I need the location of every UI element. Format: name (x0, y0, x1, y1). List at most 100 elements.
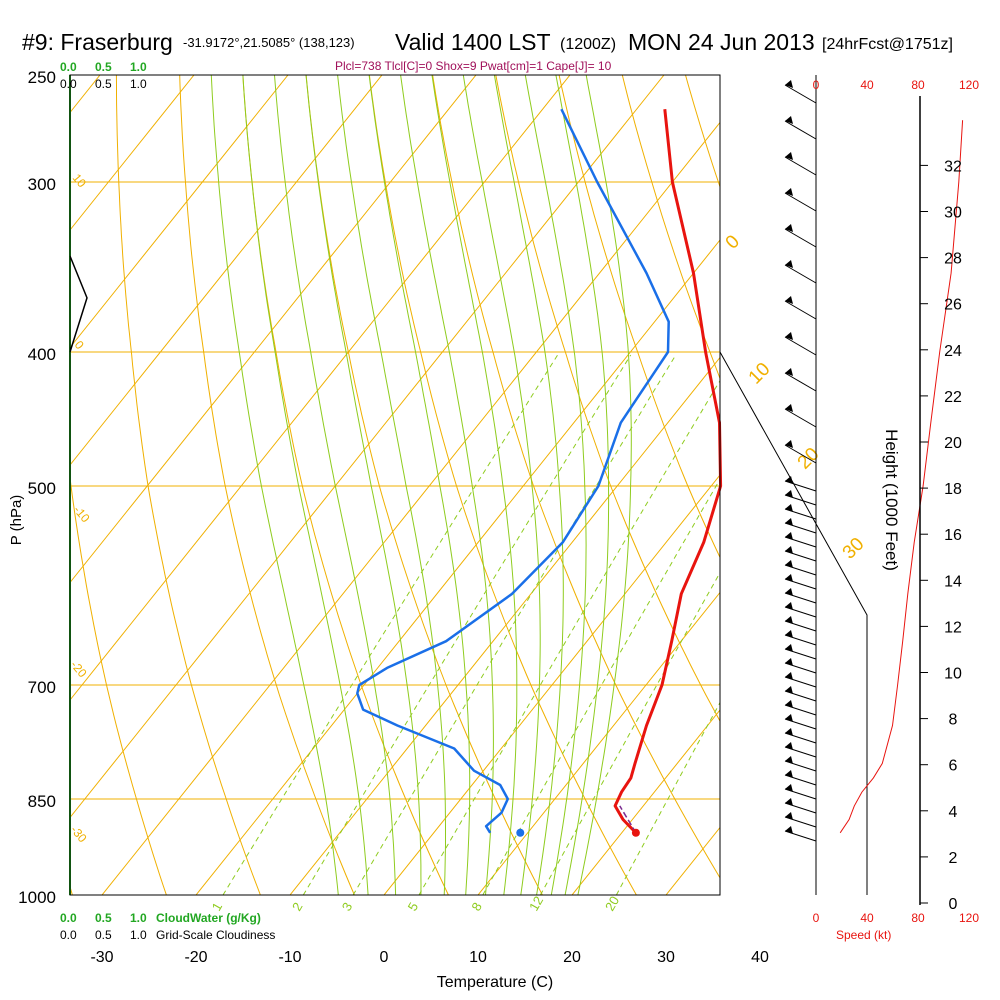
isotherm--90 (70, 75, 195, 231)
wind-barb-flag (785, 812, 793, 820)
height-tick-label: 8 (949, 712, 958, 729)
wind-barb-flag (785, 532, 793, 540)
cloudiness-profile (69, 255, 88, 353)
wind-barb-flag (785, 440, 793, 448)
plot-area (70, 75, 1000, 895)
speed-scale-top-2: 80 (911, 78, 925, 92)
wind-barb-flag (785, 116, 793, 124)
wind-barb (784, 444, 817, 464)
speed-scale-3: 120 (959, 911, 979, 925)
speed-scale-2: 80 (911, 911, 925, 925)
cloudwater-legend-top: 0.0 0.5 1.0 0.0 0.5 1.0 (60, 60, 147, 91)
height-tick-label: 0 (949, 896, 958, 913)
temperature-tick-label: 30 (657, 949, 675, 966)
dry-adiabat (749, 75, 1000, 895)
dry-adiabat (621, 75, 720, 380)
wind-speed-profile (839, 120, 964, 834)
dry-adiabat (432, 75, 720, 879)
wind-barb-flag (785, 770, 793, 778)
isotherm--20 (195, 239, 720, 895)
mixing-ratio-label: 8 (468, 900, 485, 914)
wind-barb (784, 336, 817, 356)
wind-barb (784, 120, 817, 140)
mixing-ratio-label: 2 (289, 900, 306, 914)
wind-barb-flag (785, 644, 793, 652)
height-tick-label: 6 (949, 758, 958, 775)
wind-barb-flag (785, 686, 793, 694)
wind-barb-flag (785, 296, 793, 304)
y2-axis-title: Height (1000 Feet) (882, 429, 901, 571)
pressure-tick-label: 1000 (18, 888, 56, 907)
mixing-ratio-line (482, 478, 720, 895)
height-tick-label: 18 (944, 481, 962, 498)
speed-scale-0: 0 (813, 911, 820, 925)
isotherm-10 (477, 591, 720, 895)
dry-adiabat (812, 75, 1000, 895)
cloudwater-scale-0: 0.0 (60, 911, 77, 925)
dry-adiabat-label: 0 (722, 231, 744, 253)
wind-barb-flag (785, 728, 793, 736)
y-axis-title: P (hPa) (8, 495, 25, 546)
moist-adiabat (555, 75, 610, 895)
isotherm--80 (70, 75, 289, 349)
wind-barb-flag (785, 332, 793, 340)
isotherm-20 (571, 709, 720, 895)
height-tick-label: 26 (944, 297, 962, 314)
height-tick-label: 4 (949, 804, 958, 821)
wind-barb-flag (785, 574, 793, 582)
right-boundary (719, 351, 868, 895)
moist-adiabat (577, 75, 632, 895)
height-tick-label: 22 (944, 389, 962, 406)
cloudiness-label: Grid-Scale Cloudiness (156, 928, 275, 942)
height-tick-label: 14 (944, 573, 962, 590)
dry-adiabat (242, 75, 449, 895)
dry-adiabat-label: 30 (839, 534, 869, 564)
moist-adiabat (242, 75, 369, 895)
pressure-tick-label: 400 (28, 345, 56, 364)
parcel-path (619, 805, 637, 834)
wind-barb-flag (785, 588, 793, 596)
isotherm--30 (101, 121, 720, 895)
mixing-ratio-label: 20 (602, 893, 622, 913)
station-title: #9: Fraserburg (22, 29, 173, 55)
mixing-ratio-line (352, 354, 677, 895)
cloudiness-scale-0: 0.0 (60, 928, 77, 942)
mixing-ratio-line (539, 571, 720, 895)
moist-adiabat (305, 75, 422, 895)
wind-barb-flag (785, 714, 793, 722)
moist-adiabat (493, 75, 564, 895)
wind-barb-flag (785, 188, 793, 196)
height-tick-label: 16 (944, 527, 962, 544)
wind-barb-flag (785, 224, 793, 232)
dry-adiabat (495, 75, 720, 723)
isotherm--70 (70, 75, 383, 466)
cloudiness-scale-top-1: 0.5 (95, 77, 112, 91)
temperature-tick-label: -20 (184, 949, 207, 966)
wind-barb-flag (785, 826, 793, 834)
isotherm-label: 10 (70, 171, 90, 190)
wind-barb-flag (785, 560, 793, 568)
wind-barb-flag (785, 616, 793, 624)
wind-barb-flag (785, 476, 793, 484)
wind-barb-flag (785, 152, 793, 160)
speed-legend: 0 40 80 120 0 40 80 120 Speed (kt) (813, 78, 980, 942)
wind-barb (784, 84, 817, 104)
mixing-ratio-label: 12 (526, 893, 546, 913)
wind-barb (784, 156, 817, 176)
moist-adiabat (274, 75, 397, 895)
wind-barb (784, 192, 817, 212)
isotherm--10 (289, 356, 720, 895)
speed-scale-top-0: 0 (813, 78, 820, 92)
station-coords: -31.9172°,21.5085° (138,123) (183, 35, 355, 50)
plot-frame (69, 74, 721, 896)
height-tick-label: 10 (944, 666, 962, 683)
height-tick-label: 2 (949, 850, 958, 867)
temperature-tick-label: -10 (278, 949, 301, 966)
wind-barb-flag (785, 404, 793, 412)
wind-barb-flag (785, 602, 793, 610)
temperature-profile (613, 109, 723, 834)
pressure-tick-label: 500 (28, 479, 56, 498)
dry-adiabat-label: 10 (745, 359, 775, 389)
dry-adiabat (558, 75, 720, 559)
